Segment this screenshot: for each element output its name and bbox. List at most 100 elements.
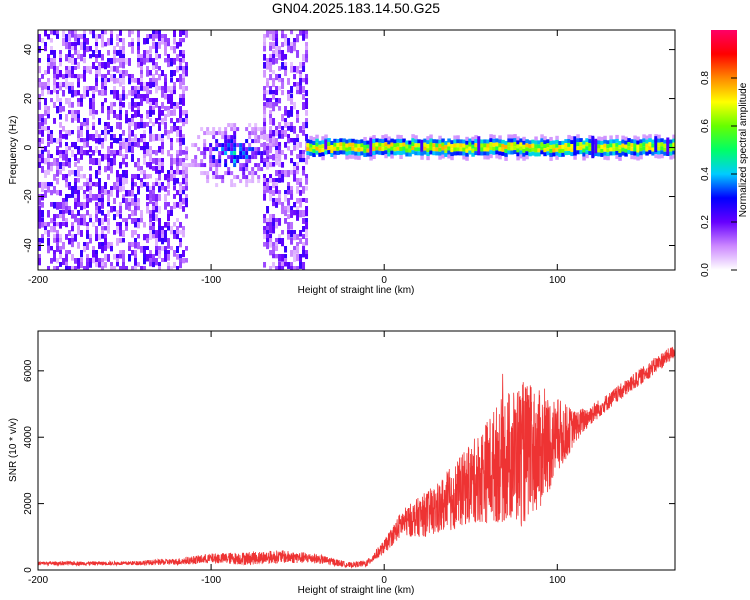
- spectrogram-cell: [53, 174, 56, 181]
- spectrogram-cell: [281, 34, 285, 39]
- spectrogram-cell: [83, 202, 86, 210]
- spectrogram-cell: [495, 142, 499, 147]
- spectrogram-cell: [143, 246, 146, 254]
- spectrogram-cell: [420, 151, 424, 156]
- spectrogram-cell: [660, 146, 664, 151]
- spectrogram-cell: [393, 139, 397, 144]
- spectrogram-cell: [498, 155, 502, 160]
- spectrogram-cell: [621, 139, 625, 144]
- spectrogram-cell: [330, 140, 334, 145]
- spectrogram-cell: [426, 140, 430, 145]
- spectrogram-cell: [41, 90, 44, 97]
- spectrogram-cell: [83, 66, 86, 74]
- spectrogram-cell: [351, 142, 355, 147]
- spectrogram-cell: [71, 130, 74, 135]
- spectrogram-cell: [98, 62, 101, 67]
- spectrogram-x-ticks: -200 -100 0 100: [28, 30, 566, 286]
- spectrogram-cell: [146, 162, 149, 168]
- spectrogram-cell: [357, 147, 361, 152]
- spectrogram-cell: [182, 118, 185, 125]
- spectrogram-cell: [453, 151, 457, 156]
- spectrogram-cell: [176, 54, 179, 62]
- spectrogram-cell: [519, 146, 523, 151]
- spectrogram-cell: [405, 144, 409, 149]
- spectrogram-cell: [113, 78, 116, 84]
- spectrogram-cell: [119, 230, 122, 237]
- spectrogram-cell: [248, 123, 252, 128]
- spectrogram-cell: [38, 214, 41, 222]
- spectrogram-cell: [101, 106, 104, 114]
- spectrogram-cell: [83, 174, 86, 179]
- spectrogram-cell: [269, 98, 273, 104]
- spectrogram-cell: [65, 78, 68, 86]
- spectrogram-cell: [281, 114, 285, 122]
- spectrogram-cell: [176, 154, 179, 160]
- spectrogram-cell: [525, 155, 529, 160]
- spectrogram-cell: [447, 142, 451, 147]
- spectrogram-y-tick-label: 40: [23, 44, 34, 56]
- spectrogram-cell: [212, 155, 216, 160]
- spectrogram-cell: [272, 202, 276, 207]
- spectrogram-cell: [47, 182, 50, 188]
- spectrogram-cell: [179, 194, 182, 202]
- spectrogram-cell: [245, 139, 249, 144]
- spectrogram-cell: [200, 171, 204, 176]
- spectrogram-cell: [266, 78, 270, 85]
- spectrogram-cell: [305, 134, 309, 142]
- spectrogram-cell: [125, 154, 128, 160]
- spectrogram-cell: [384, 150, 388, 155]
- spectrogram-cell: [149, 214, 152, 222]
- spectrogram-cell: [236, 155, 240, 160]
- spectrogram-cell: [44, 230, 47, 235]
- spectrogram-cell: [290, 42, 294, 49]
- spectrogram-cell: [98, 194, 101, 202]
- spectrogram-cell: [290, 66, 294, 73]
- spectrogram-cell: [290, 262, 294, 269]
- spectrogram-cell: [89, 182, 92, 189]
- spectrogram-cell: [44, 82, 47, 90]
- spectrogram-cell: [140, 266, 143, 270]
- spectrogram-cell: [155, 230, 158, 235]
- spectrogram-cell: [95, 230, 98, 237]
- spectrogram-cell: [116, 190, 119, 198]
- spectrogram-cell: [185, 198, 188, 205]
- spectrogram-cell: [137, 222, 140, 229]
- spectrogram-cell: [336, 138, 340, 143]
- spectrogram-cell: [302, 130, 306, 136]
- spectrogram-cell: [233, 163, 237, 168]
- spectrogram-cell: [65, 250, 68, 255]
- spectrogram-cell: [263, 102, 267, 107]
- spectrogram-cell: [561, 148, 565, 153]
- spectrogram-cell: [263, 110, 267, 117]
- spectrogram-cell: [59, 62, 62, 67]
- spectrogram-cell: [296, 214, 300, 221]
- spectrogram-cell: [77, 158, 80, 164]
- spectrogram-cell: [122, 58, 125, 63]
- spectrogram-cell: [104, 166, 107, 173]
- spectrogram-cell: [305, 222, 309, 230]
- spectrogram-cell: [426, 136, 430, 141]
- spectrogram-cell: [77, 90, 80, 96]
- spectrogram-cell: [293, 138, 297, 146]
- spectrogram-cell: [287, 122, 291, 127]
- spectrogram-cell: [119, 250, 122, 258]
- spectrogram-cell: [89, 30, 92, 35]
- spectrogram-cell: [164, 130, 167, 136]
- spectrogram-cell: [290, 106, 294, 114]
- spectrogram-cell: [80, 34, 83, 40]
- spectrogram-cell: [110, 58, 113, 65]
- spectrogram-cell: [269, 114, 273, 121]
- spectrogram-cell: [56, 202, 59, 210]
- spectrogram-cell: [281, 62, 285, 70]
- spectrogram-cell: [669, 147, 673, 152]
- spectrogram-cell: [47, 58, 50, 64]
- spectrogram-cell: [74, 178, 77, 186]
- spectrogram-cell: [293, 230, 297, 235]
- spectrogram-cell: [68, 58, 71, 64]
- spectrogram-cell: [260, 167, 264, 172]
- spectrogram-cell: [77, 78, 80, 85]
- spectrogram-cell: [284, 106, 288, 112]
- colorbar-tick-label: 0.2: [700, 215, 711, 229]
- spectrogram-cell: [522, 136, 526, 141]
- spectrogram-cell: [621, 151, 625, 156]
